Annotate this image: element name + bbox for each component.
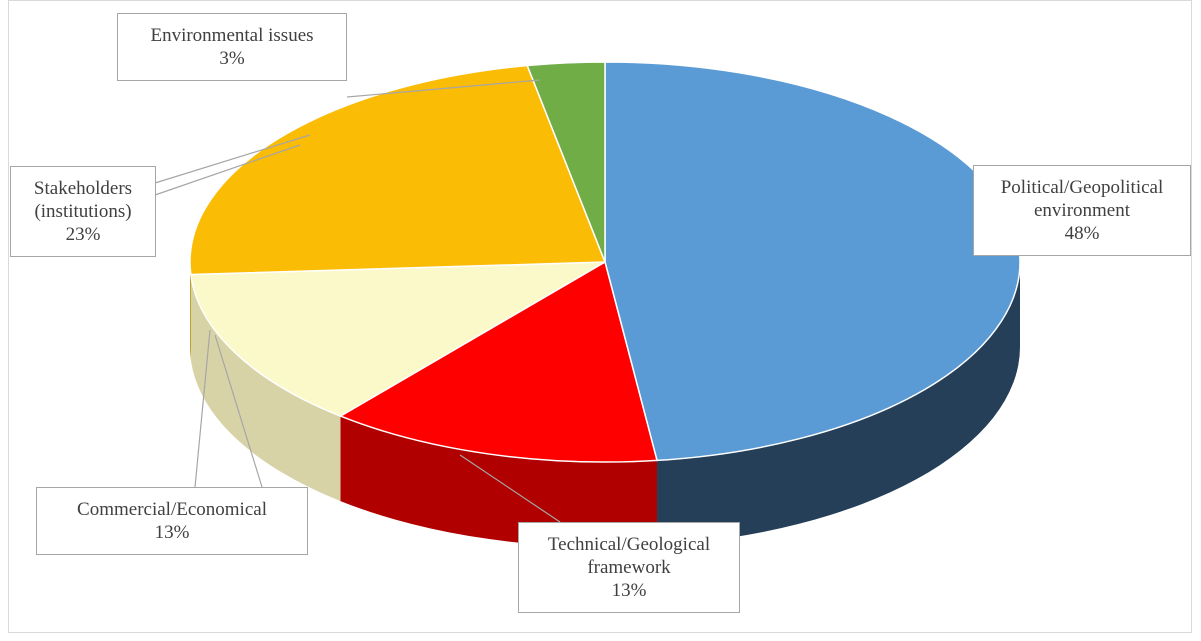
slice: [338, 260, 658, 463]
label-category: Commercial/Economical: [77, 499, 267, 520]
label-category: Technical/Geological framework: [547, 534, 711, 578]
slice-side: [657, 262, 1020, 546]
data-label: Political/Geopolitical environment 48%: [973, 165, 1191, 256]
data-label: Stakeholders (institutions) 23%: [10, 166, 156, 257]
leader-line: [214, 334, 263, 488]
label-value: 3%: [219, 48, 245, 69]
pie: [189, 61, 1021, 547]
label-value: 23%: [65, 224, 101, 245]
leader-lines: [154, 79, 561, 523]
slice: [526, 61, 606, 263]
leader-line: [346, 79, 541, 98]
label-category: Stakeholders (institutions): [33, 178, 133, 222]
slice-side: [190, 262, 191, 360]
label-value: 13%: [611, 580, 647, 601]
slice-side: [190, 274, 341, 502]
leader-line: [154, 134, 311, 184]
data-label: Commercial/Economical 13%: [36, 487, 308, 555]
label-category: Environmental issues: [150, 25, 314, 46]
label-value: 48%: [1064, 223, 1100, 244]
leader-line: [154, 144, 301, 196]
label-value: 13%: [154, 522, 190, 543]
slice: [189, 261, 606, 417]
leader-line: [194, 329, 211, 488]
slice: [189, 64, 607, 276]
data-label: Technical/Geological framework 13%: [518, 522, 740, 613]
label-category: Political/Geopolitical environment: [1000, 177, 1164, 221]
data-label: Environmental issues 3%: [117, 13, 347, 81]
leader-line: [459, 454, 561, 523]
